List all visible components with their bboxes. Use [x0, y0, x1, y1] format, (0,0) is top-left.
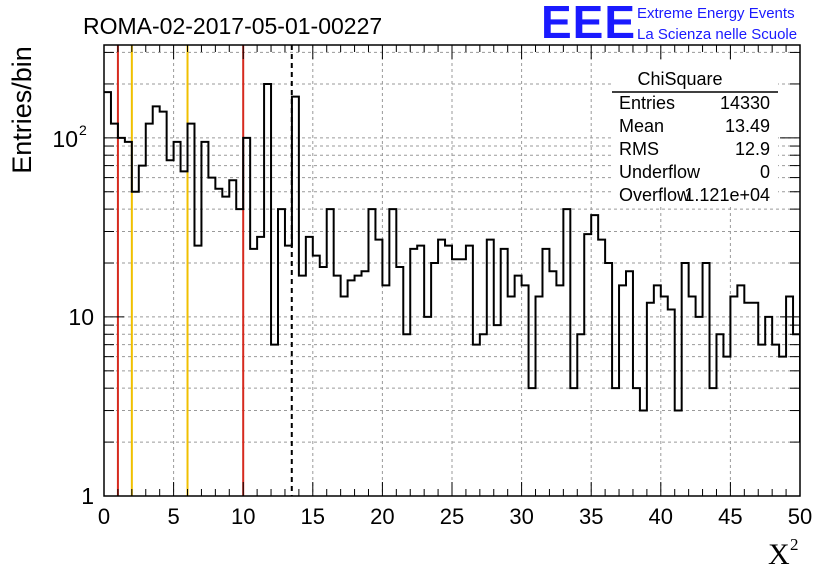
x-tick-label: 25	[440, 504, 464, 529]
stats-row-value: 13.49	[725, 116, 770, 136]
x-tick-label: 30	[509, 504, 533, 529]
stats-row-label: Mean	[619, 116, 664, 136]
y-tick-label: 10	[68, 304, 94, 330]
stats-row-label: Overflow	[619, 185, 691, 205]
grid	[104, 45, 800, 496]
stats-row-label: Entries	[619, 93, 675, 113]
reference-lines	[116, 45, 293, 496]
stats-row-value: 0	[760, 162, 770, 182]
x-tick-label: 45	[718, 504, 742, 529]
stats-row-value: 12.9	[735, 139, 770, 159]
stats-row-label: RMS	[619, 139, 659, 159]
x-axis-label-text: X	[768, 538, 790, 571]
stats-rows: Entries 14330 Mean 13.49 RMS 12.9 Underflow 0 Ov…	[619, 93, 770, 205]
x-tick-label: 20	[370, 504, 394, 529]
y-tick-label: 10	[52, 126, 78, 152]
y-axis-label: Entries/bin	[7, 46, 37, 174]
stats-row-label: Underflow	[619, 162, 701, 182]
stats-title: ChiSquare	[637, 69, 722, 89]
x-axis-label-superscript: 2	[790, 535, 799, 554]
x-tick-label: 35	[579, 504, 603, 529]
x-tick-label: 15	[301, 504, 325, 529]
stats-row-value: 14330	[720, 93, 770, 113]
stats-box-background	[612, 60, 778, 206]
stats-box: ChiSquare Entries 14330 Mean 13.49 RMS 12.9 Un…	[612, 60, 778, 206]
histogram	[104, 82, 800, 443]
x-tick-label: 40	[649, 504, 673, 529]
y-tick-label-exponent: 2	[79, 122, 87, 138]
x-tick-label: 0	[98, 504, 110, 529]
x-tick-label: 50	[788, 504, 812, 529]
logo-line-2: La Scienza nelle Scuole	[637, 26, 797, 43]
x-tick-label: 10	[231, 504, 255, 529]
eee-logo: EEE Extreme Energy Events La Scienza nel…	[541, 0, 797, 48]
logo-line-1: Extreme Energy Events	[637, 5, 795, 22]
y-tick-label: 1	[81, 483, 94, 509]
axes	[103, 44, 801, 497]
x-axis-label: X 2	[768, 535, 799, 571]
x-tick-label: 5	[167, 504, 179, 529]
chart-title: ROMA-02-2017-05-01-00227	[83, 13, 382, 39]
stats-row-value: 1.121e+04	[684, 185, 770, 205]
histogram-outline	[104, 82, 800, 443]
logo-mark: EEE	[541, 0, 636, 48]
plot-frame	[103, 44, 801, 497]
